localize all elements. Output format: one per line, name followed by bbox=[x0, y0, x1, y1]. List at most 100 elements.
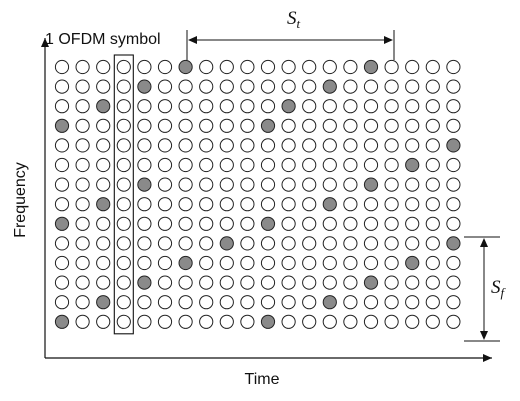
data-cell bbox=[363, 255, 379, 271]
data-cell bbox=[363, 118, 379, 133]
data-cell bbox=[281, 295, 296, 310]
frequency-axis-label: Frequency bbox=[12, 162, 29, 238]
data-cell bbox=[363, 138, 379, 153]
data-cell bbox=[54, 275, 70, 290]
data-cell bbox=[199, 275, 214, 290]
data-cell bbox=[405, 295, 420, 310]
data-cell bbox=[425, 59, 440, 75]
data-cell bbox=[54, 236, 70, 251]
data-cell bbox=[240, 99, 255, 114]
data-cell bbox=[384, 177, 399, 192]
pilot-cell bbox=[178, 255, 193, 271]
data-cell bbox=[96, 138, 111, 153]
data-cell bbox=[219, 197, 234, 212]
data-cell bbox=[405, 138, 420, 153]
data-cell bbox=[219, 314, 234, 329]
data-cell bbox=[322, 177, 337, 192]
data-cell bbox=[446, 157, 461, 173]
data-cell bbox=[343, 79, 358, 94]
data-cell bbox=[240, 255, 255, 271]
pilot-cell bbox=[363, 177, 379, 192]
data-cell bbox=[281, 157, 296, 173]
data-cell bbox=[343, 59, 358, 75]
data-cell bbox=[137, 295, 152, 310]
data-cell bbox=[281, 255, 296, 271]
subcarrier-grid bbox=[54, 59, 461, 329]
data-cell bbox=[240, 157, 255, 173]
data-cell bbox=[157, 236, 173, 251]
data-cell bbox=[260, 255, 276, 271]
data-cell bbox=[240, 236, 255, 251]
data-cell bbox=[302, 157, 317, 173]
data-cell bbox=[178, 99, 193, 114]
data-cell bbox=[322, 118, 337, 133]
data-cell bbox=[302, 177, 317, 192]
data-cell bbox=[343, 157, 358, 173]
data-cell bbox=[75, 138, 90, 153]
data-cell bbox=[425, 255, 440, 271]
st-arrowhead-left bbox=[188, 36, 197, 44]
data-cell bbox=[116, 236, 131, 251]
data-cell bbox=[157, 197, 173, 212]
data-cell bbox=[281, 138, 296, 153]
data-cell bbox=[363, 99, 379, 114]
data-cell bbox=[54, 197, 70, 212]
data-cell bbox=[96, 79, 111, 94]
pilot-cell bbox=[363, 275, 379, 290]
data-cell bbox=[302, 314, 317, 329]
data-cell bbox=[157, 275, 173, 290]
data-cell bbox=[157, 177, 173, 192]
data-cell bbox=[199, 216, 214, 231]
data-cell bbox=[302, 59, 317, 75]
data-cell bbox=[446, 197, 461, 212]
data-cell bbox=[116, 138, 131, 153]
data-cell bbox=[446, 295, 461, 310]
data-cell bbox=[199, 79, 214, 94]
data-cell bbox=[260, 79, 276, 94]
data-cell bbox=[343, 99, 358, 114]
data-cell bbox=[425, 197, 440, 212]
data-cell bbox=[75, 79, 90, 94]
data-cell bbox=[178, 236, 193, 251]
data-cell bbox=[384, 255, 399, 271]
data-cell bbox=[116, 255, 131, 271]
data-cell bbox=[425, 157, 440, 173]
data-cell bbox=[75, 99, 90, 114]
pilot-cell bbox=[322, 197, 337, 212]
data-cell bbox=[363, 216, 379, 231]
pilot-cell bbox=[446, 138, 461, 153]
data-cell bbox=[240, 59, 255, 75]
sf-arrowhead-bottom bbox=[480, 331, 488, 340]
data-cell bbox=[54, 138, 70, 153]
data-cell bbox=[137, 216, 152, 231]
data-cell bbox=[137, 314, 152, 329]
data-cell bbox=[260, 138, 276, 153]
pilot-cell bbox=[405, 255, 420, 271]
data-cell bbox=[363, 79, 379, 94]
pilot-cell bbox=[96, 99, 111, 114]
data-cell bbox=[96, 236, 111, 251]
data-cell bbox=[363, 157, 379, 173]
data-cell bbox=[137, 118, 152, 133]
data-cell bbox=[116, 118, 131, 133]
data-cell bbox=[425, 177, 440, 192]
data-cell bbox=[384, 216, 399, 231]
data-cell bbox=[75, 59, 90, 75]
pilot-cell bbox=[322, 295, 337, 310]
data-cell bbox=[178, 295, 193, 310]
data-cell bbox=[116, 314, 131, 329]
data-cell bbox=[405, 275, 420, 290]
data-cell bbox=[199, 118, 214, 133]
ofdm-symbol-label: 1 OFDM symbol bbox=[45, 31, 161, 48]
data-cell bbox=[199, 314, 214, 329]
pilot-cell bbox=[178, 59, 193, 75]
data-cell bbox=[343, 216, 358, 231]
data-cell bbox=[384, 197, 399, 212]
data-cell bbox=[157, 138, 173, 153]
data-cell bbox=[446, 118, 461, 133]
data-cell bbox=[405, 99, 420, 114]
data-cell bbox=[54, 295, 70, 310]
data-cell bbox=[425, 118, 440, 133]
data-cell bbox=[219, 275, 234, 290]
pilot-cell bbox=[96, 295, 111, 310]
